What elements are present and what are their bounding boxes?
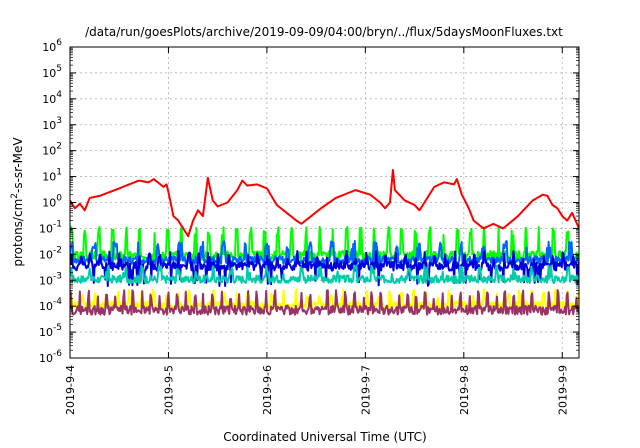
x-tick-label: 2019-9-7 (359, 365, 372, 415)
y-axis-label-part2: -s-sr-MeV (11, 137, 25, 193)
chart-title: /data/run/goesPlots/archive/2019-09-09/0… (85, 25, 563, 39)
y-tick-label: 101 (42, 168, 62, 184)
series-line (70, 168, 579, 238)
y-tick-label: 10-4 (39, 297, 62, 313)
y-tick-label: 105 (42, 64, 62, 80)
x-tick-label: 2019-9-5 (162, 365, 175, 415)
y-axis: 10-6 10-5 10-4 10-3 10-2 10-1 100 101 102 103 104 1… (39, 38, 579, 365)
series-line (70, 264, 579, 285)
x-tick-label: 2019-9-8 (458, 365, 471, 415)
y-tick-label: 103 (42, 116, 62, 132)
y-tick-label: 10-2 (39, 245, 62, 261)
x-tick-label: 2019-9-4 (64, 365, 77, 415)
y-axis-label: protons/cm2-s-sr-MeV (10, 137, 25, 267)
y-tick-label: 100 (42, 194, 62, 210)
y-tick-label: 104 (42, 90, 62, 106)
y-axis-label-part1: protons/cm (11, 199, 25, 267)
grid (70, 47, 579, 358)
series-line (70, 288, 579, 310)
y-tick-label: 102 (42, 142, 62, 158)
x-tick-label: 2019-9-6 (261, 365, 274, 415)
y-tick-label: 10-5 (39, 323, 62, 339)
y-axis-label-superscript: 2 (10, 193, 20, 199)
series-line (70, 289, 579, 316)
series-line (70, 225, 579, 262)
y-tick-label: 106 (42, 38, 62, 54)
x-axis: 2019-9-4 2019-9-5 2019-9-6 2019-9-7 2019-9-8… (64, 47, 569, 415)
x-tick-label: 2019-9-9 (556, 365, 569, 415)
series-layer (70, 168, 579, 316)
y-tick-label: 10-1 (39, 219, 62, 235)
y-tick-label: 10-3 (39, 271, 62, 287)
series-line (70, 250, 579, 288)
y-tick-label: 10-6 (39, 349, 62, 365)
x-axis-label: Coordinated Universal Time (UTC) (223, 430, 426, 444)
